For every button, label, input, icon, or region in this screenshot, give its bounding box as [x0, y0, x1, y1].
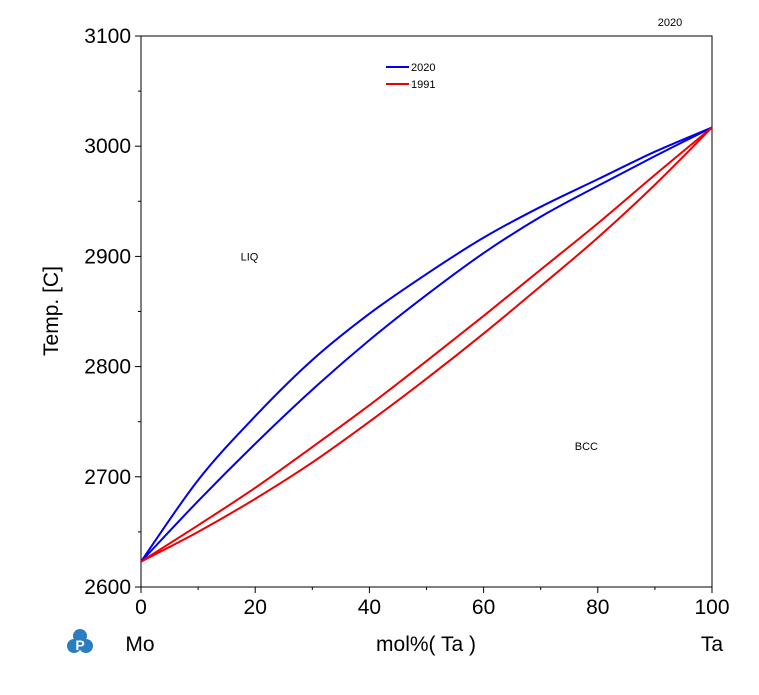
legend-label-2020: 2020	[411, 62, 435, 74]
legend-label-1991: 1991	[411, 79, 435, 91]
series-2020-curve-2	[140, 126, 713, 563]
svg-text:P: P	[75, 637, 84, 653]
x-tick-label: 0	[135, 596, 147, 619]
y-tick-label: 2800	[84, 356, 131, 379]
y-tick-label: 3100	[84, 25, 131, 48]
plot-curves	[140, 126, 713, 563]
y-tick-label: 2700	[84, 466, 131, 489]
series-2020-curve-1	[140, 126, 713, 563]
plot-frame	[140, 35, 713, 588]
x-tick-label: 20	[244, 596, 267, 619]
x-tick-label: 60	[472, 596, 495, 619]
y-axis-title: Temp. [C]	[40, 266, 63, 356]
x-axis: 0 20 40 60 80 100	[135, 587, 730, 619]
region-labels: LIQ BCC	[241, 251, 598, 453]
x-tick-label: 100	[694, 596, 729, 619]
x-axis-title: mol%( Ta )	[376, 633, 476, 656]
region-label-liq: LIQ	[241, 251, 259, 263]
y-tick-label: 2600	[84, 576, 131, 599]
x-left-label: Mo	[125, 633, 154, 656]
region-label-bcc: BCC	[575, 441, 598, 453]
logo-icon: P	[67, 629, 93, 653]
x-right-label: Ta	[701, 633, 724, 656]
x-tick-label: 80	[586, 596, 609, 619]
corner-label: 2020	[658, 17, 682, 29]
y-axis: 2600 2700 2800 2900 3000 3100	[84, 25, 141, 599]
x-tick-label: 40	[358, 596, 381, 619]
y-tick-label: 2900	[84, 245, 131, 268]
y-tick-label: 3000	[84, 135, 131, 158]
legend: 2020 1991	[386, 62, 435, 91]
series-1991-curve-1	[140, 126, 713, 563]
series-1991-curve-2	[140, 126, 713, 563]
